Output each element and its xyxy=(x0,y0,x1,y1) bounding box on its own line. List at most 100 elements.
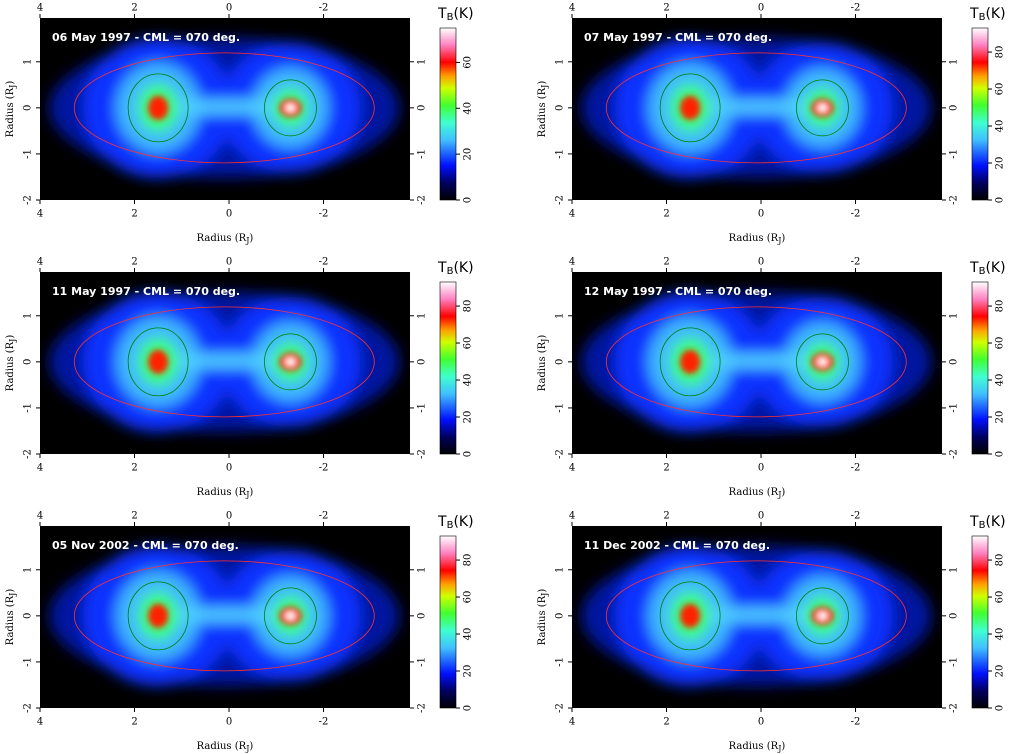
colorbar-label-end: (K) xyxy=(985,514,1005,530)
colorbar xyxy=(971,281,989,455)
colorbar xyxy=(439,281,457,455)
colorbar-tick-label: 80 xyxy=(995,46,1006,59)
image xyxy=(40,272,410,454)
x-tick-label-top: 0 xyxy=(226,511,232,522)
colorbar xyxy=(971,535,989,709)
x-tick-label: 4 xyxy=(37,717,43,728)
y-axis-label-sub: J xyxy=(540,85,549,89)
colorbar-label-end: (K) xyxy=(453,260,473,276)
x-axis-label-sub: J xyxy=(245,236,249,245)
y-axis-label-end: ) xyxy=(537,589,548,593)
colorbar-tick-label: 80 xyxy=(463,554,474,567)
x-tick-label-top: 4 xyxy=(569,3,575,14)
x-axis-label-end: ) xyxy=(781,233,785,244)
x-axis-label-main: Radius (R xyxy=(729,741,779,752)
y-tick-label-right: 0 xyxy=(949,359,960,365)
ring xyxy=(690,353,823,368)
peak-l xyxy=(680,95,701,120)
y-axis-label: Radius (RJ) xyxy=(5,81,18,138)
x-tick-label-top: 2 xyxy=(663,3,669,14)
colorbar-label: TB(K) xyxy=(437,6,474,23)
y-tick-label-right: -2 xyxy=(417,449,428,459)
x-axis-label-sub: J xyxy=(245,744,249,753)
y-tick-label-right: -1 xyxy=(949,403,960,413)
panel-title: 05 Nov 2002 - CML = 070 deg. xyxy=(52,539,239,552)
x-axis-label: Radius (RJ) xyxy=(729,487,786,500)
x-axis-label-main: Radius (R xyxy=(729,487,779,498)
colorbar-label-main: T xyxy=(969,260,979,276)
y-tick-label: -2 xyxy=(555,449,566,459)
ring xyxy=(690,607,823,622)
peak-l xyxy=(148,349,169,374)
contour xyxy=(127,581,189,651)
x-tick-label: -2 xyxy=(319,463,329,474)
x-tick-label: 2 xyxy=(131,463,137,474)
colorbar-label: TB(K) xyxy=(969,6,1006,23)
peaks xyxy=(148,95,302,120)
y-tick-label: 1 xyxy=(23,567,34,573)
contour xyxy=(659,73,721,143)
x-tick-label-top: 0 xyxy=(758,511,764,522)
y-tick-label: -1 xyxy=(23,403,34,413)
y-axis-label-main: Radius (R xyxy=(5,87,16,137)
contour xyxy=(73,52,375,164)
ring xyxy=(158,353,291,368)
x-tick-label: -2 xyxy=(851,209,861,220)
x-axis-label-sub: J xyxy=(245,490,249,499)
y-tick-label-right: 0 xyxy=(949,105,960,111)
y-tick-label-right: 1 xyxy=(949,567,960,573)
panel: 11 Dec 2002 - CML = 070 deg.442200-2-2Ra… xyxy=(537,511,1006,754)
x-tick-label-top: -2 xyxy=(319,511,329,522)
peak-l xyxy=(680,349,701,374)
y-axis-label: Radius (RJ) xyxy=(537,589,550,646)
colorbar-label-end: (K) xyxy=(985,6,1005,22)
peak-r-core xyxy=(817,357,828,366)
x-axis-label-sub: J xyxy=(777,236,781,245)
x-axis-label-end: ) xyxy=(249,741,253,752)
y-tick-label: 1 xyxy=(23,59,34,65)
y-tick-label-right: -1 xyxy=(417,403,428,413)
y-axis-label-end: ) xyxy=(5,589,16,593)
y-tick-label-right: 0 xyxy=(949,613,960,619)
y-axis-label-sub: J xyxy=(8,593,17,597)
y-axis-label: Radius (RJ) xyxy=(537,335,550,392)
colorbar-tick-label: 40 xyxy=(995,120,1006,133)
x-tick-label-top: 4 xyxy=(37,511,43,522)
y-tick-label: -1 xyxy=(555,403,566,413)
x-tick-label-top: -2 xyxy=(319,257,329,268)
x-tick-label: 4 xyxy=(37,463,43,474)
contour xyxy=(796,333,849,391)
x-axis-label-main: Radius (R xyxy=(729,233,779,244)
x-tick-label-top: 4 xyxy=(569,511,575,522)
peak-r-core xyxy=(285,103,296,112)
y-tick-label: 1 xyxy=(23,313,34,319)
y-tick-label-right: -2 xyxy=(417,703,428,713)
x-tick-label-top: 0 xyxy=(226,257,232,268)
x-tick-label: 0 xyxy=(226,209,232,220)
colorbar-tick-label: 80 xyxy=(995,300,1006,313)
peak-l xyxy=(148,95,169,120)
contour xyxy=(796,587,849,645)
y-axis-label-main: Radius (R xyxy=(537,87,548,137)
peak-r-core xyxy=(285,611,296,620)
x-tick-label-top: -2 xyxy=(851,3,861,14)
x-tick-label: 2 xyxy=(663,209,669,220)
x-tick-label: 2 xyxy=(663,463,669,474)
y-tick-label-right: -1 xyxy=(949,149,960,159)
y-tick-label: 1 xyxy=(555,567,566,573)
colorbar-tick-label: 0 xyxy=(463,451,474,457)
x-tick-label: 4 xyxy=(569,717,575,728)
y-tick-label-right: 1 xyxy=(417,59,428,65)
colorbar-tick-label: 20 xyxy=(995,665,1006,678)
y-tick-label: -1 xyxy=(23,657,34,667)
colorbar-tick-label: 20 xyxy=(463,411,474,424)
y-tick-label-right: 0 xyxy=(417,359,428,365)
colorbar-tick-label: 60 xyxy=(463,56,474,69)
y-tick-label: 1 xyxy=(555,313,566,319)
x-tick-label: -2 xyxy=(851,463,861,474)
x-tick-label-top: 2 xyxy=(663,257,669,268)
peaks xyxy=(680,95,834,120)
colorbar-label-main: T xyxy=(437,260,447,276)
y-tick-label: 1 xyxy=(555,59,566,65)
colorbar-tick-label: 60 xyxy=(995,337,1006,350)
